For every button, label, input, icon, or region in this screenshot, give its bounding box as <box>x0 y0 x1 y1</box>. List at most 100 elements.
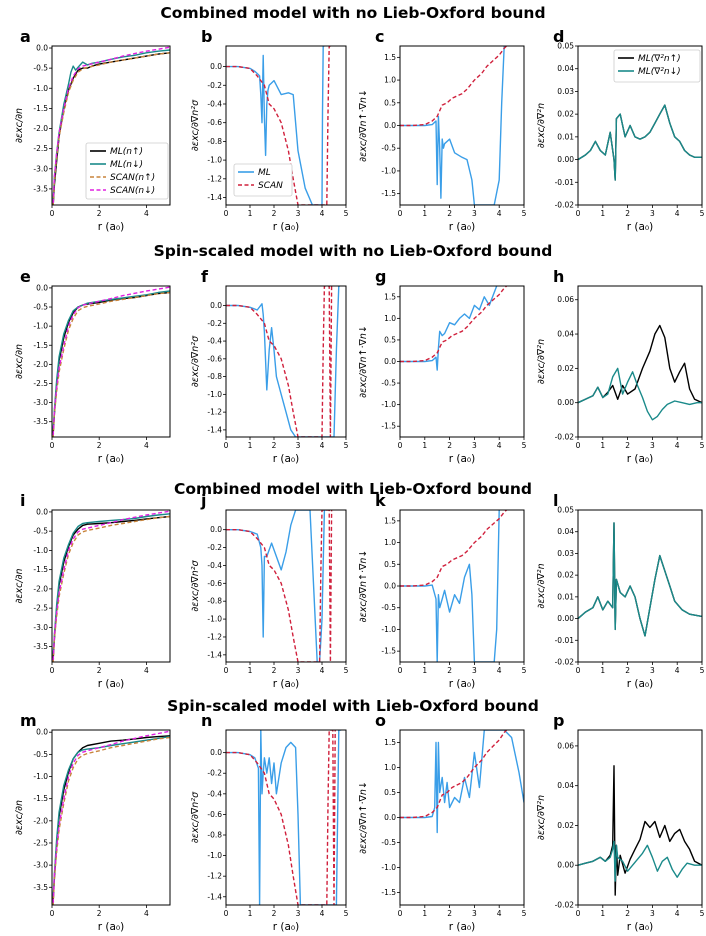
series-line-scan-n- <box>52 736 170 905</box>
series-group <box>226 510 333 662</box>
series-line-ml-n- <box>52 513 170 655</box>
y-tick-label: 0.0 <box>36 507 48 516</box>
legend: ML(n↑) ML(n↓) SCAN(n↑) SCAN(n↓) <box>85 142 169 200</box>
y-tick-label: 0.0 <box>210 525 222 534</box>
x-tick-label: 3 <box>650 666 655 675</box>
panel-f: 0 1 2 3 4 5 0.0 -0.2 -0.4 -0.6 -0.8 -1.0 -1.2 -1.4 r (… <box>190 267 349 465</box>
y-tick-label: -0.2 <box>207 81 222 90</box>
x-tick-label: 1 <box>248 441 253 450</box>
panels: 0 2 4 0.0 -0.5 -1.0 -1.5 -2.0 -2.5 -3.0 -3.5 r (a₀)… <box>14 27 705 933</box>
series-line-scan-n- <box>52 730 170 903</box>
y-tick-label: -3.5 <box>33 642 48 651</box>
x-tick-label: 5 <box>700 666 705 675</box>
y-tick-label: 0.04 <box>557 330 574 339</box>
series-group <box>52 730 170 905</box>
y-tick-label: -1.0 <box>381 625 396 634</box>
y-tick-label: -0.5 <box>33 527 48 536</box>
plot-frame <box>51 45 171 206</box>
series-line-ml-n- <box>578 104 702 181</box>
series-line-scan-n- <box>52 291 170 437</box>
x-tick-label: 5 <box>344 666 349 675</box>
y-tick-label: -0.6 <box>207 579 222 588</box>
legend-entry: SCAN(n↓) <box>110 186 155 196</box>
y-tick-label: -0.5 <box>381 603 396 612</box>
y-tick-label: 0.04 <box>557 781 574 790</box>
x-tick-label: 2 <box>97 666 102 675</box>
plot-frame <box>577 729 703 906</box>
series-line-ml-n- <box>52 735 170 901</box>
x-tick-label: 1 <box>600 441 605 450</box>
y-axis-label: ∂εxc/∂∇²n <box>536 563 547 608</box>
x-tick-label: 0 <box>224 441 229 450</box>
series-group <box>578 522 702 637</box>
series-group <box>400 286 508 371</box>
y-tick-label: -1.5 <box>33 565 48 574</box>
x-axis-label: r (a₀) <box>449 678 476 690</box>
y-axis-label: ∂εxc/∂∇n²σ <box>190 335 201 387</box>
x-tick-label: 4 <box>144 441 149 450</box>
y-tick-label: 0.05 <box>557 506 574 515</box>
y-tick-label: -3.5 <box>33 184 48 193</box>
y-tick-label: -1.0 <box>381 166 396 175</box>
series-line-scan-n- <box>52 286 170 436</box>
y-tick-label: -1.0 <box>207 615 222 624</box>
x-tick-label: 4 <box>144 666 149 675</box>
x-tick-label: 4 <box>497 209 502 218</box>
y-tick-label: -0.01 <box>555 636 575 645</box>
y-tick-label: 0.0 <box>210 62 222 71</box>
y-tick-label: -1.0 <box>207 851 222 860</box>
panel-b: 0 1 2 3 4 5 0.0 -0.2 -0.4 -0.6 -0.8 -1.0 -1.2 -1.4 r (… <box>190 27 349 233</box>
y-tick-label: 0.03 <box>557 549 574 558</box>
y-tick-label: -0.6 <box>207 810 222 819</box>
y-axis-label: ∂εxc/∂n <box>14 800 25 835</box>
x-axis-label: r (a₀) <box>273 221 300 233</box>
plot-frame <box>225 45 347 206</box>
y-tick-label: 0.00 <box>557 155 574 164</box>
x-tick-label: 4 <box>320 209 325 218</box>
y-tick-label: 1.5 <box>384 292 396 301</box>
legend: ML(∇²n↑) ML(∇²n↓) <box>613 49 701 83</box>
y-tick-label: 0.5 <box>384 335 396 344</box>
x-tick-label: 5 <box>522 441 527 450</box>
panel-h: 0 1 2 3 4 5 0.06 0.04 0.02 0.00 -0.02 r (a₀) ∂εxc/∂∇… <box>536 267 705 465</box>
series-line-scan-n- <box>52 510 170 661</box>
legend: ML SCAN <box>233 163 293 197</box>
series-group <box>400 46 508 205</box>
y-tick-label: -0.8 <box>207 831 222 840</box>
x-tick-label: 2 <box>97 209 102 218</box>
y-tick-label: -1.2 <box>207 408 222 417</box>
x-tick-label: 0 <box>398 209 403 218</box>
y-tick-label: 0.00 <box>557 861 574 870</box>
x-tick-label: 1 <box>600 666 605 675</box>
y-tick-label: -0.5 <box>381 379 396 388</box>
y-tick-label: -1.2 <box>207 174 222 183</box>
y-tick-label: -0.5 <box>33 750 48 759</box>
x-tick-label: 2 <box>447 909 452 918</box>
x-tick-label: 5 <box>700 209 705 218</box>
series-line-ml-n- <box>578 765 702 896</box>
x-tick-label: 2 <box>97 909 102 918</box>
x-tick-label: 2 <box>625 441 630 450</box>
x-tick-label: 4 <box>320 441 325 450</box>
y-tick-label: -1.2 <box>207 632 222 641</box>
series-line-scan-n- <box>52 515 170 662</box>
y-tick-label: -1.0 <box>33 772 48 781</box>
panel-a: 0 2 4 0.0 -0.5 -1.0 -1.5 -2.0 -2.5 -3.0 -3.5 r (a₀)… <box>14 27 171 233</box>
y-tick-label: -3.0 <box>33 398 48 407</box>
x-axis-label: r (a₀) <box>273 453 300 465</box>
series-line-ml <box>400 730 524 834</box>
y-tick-label: -1.0 <box>207 156 222 165</box>
x-tick-label: 5 <box>344 441 349 450</box>
x-tick-label: 5 <box>700 441 705 450</box>
panel-letter: j <box>200 491 206 510</box>
series-group <box>226 286 340 437</box>
y-tick-label: 0.5 <box>384 788 396 797</box>
panel-n: 0 1 2 3 4 5 0.0 -0.2 -0.4 -0.6 -0.8 -1.0 -1.2 -1.4 r (… <box>190 711 349 933</box>
y-tick-label: -0.4 <box>207 337 222 346</box>
x-tick-label: 0 <box>224 666 229 675</box>
x-axis-label: r (a₀) <box>98 221 125 233</box>
x-tick-label: 2 <box>447 209 452 218</box>
y-axis-label: ∂εxc/∂∇n↑·∇n↓ <box>358 550 369 623</box>
panel-k: 0 1 2 3 4 5 1.5 1.0 0.5 0.0 -0.5 -1.0 -1.5 r (a₀) ∂εxc… <box>358 491 527 690</box>
x-tick-label: 3 <box>650 909 655 918</box>
